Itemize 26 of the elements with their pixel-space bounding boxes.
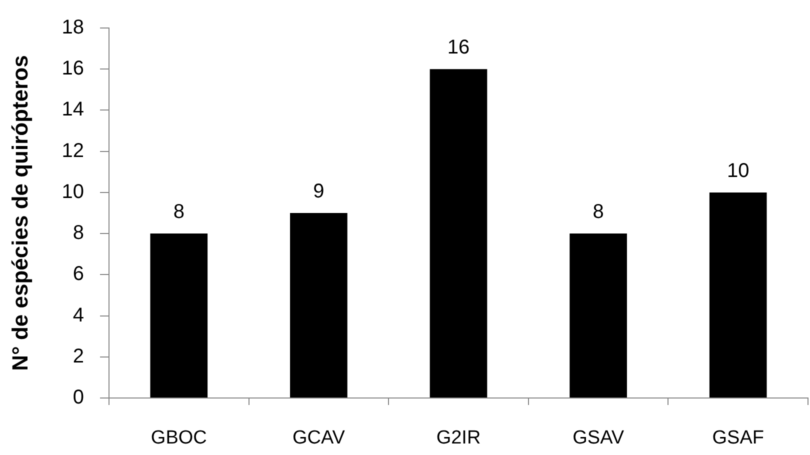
bar bbox=[430, 69, 488, 398]
data-label: 9 bbox=[313, 180, 324, 203]
bar bbox=[290, 213, 348, 398]
y-tick-label: 16 bbox=[62, 58, 84, 80]
bar bbox=[150, 234, 208, 398]
y-axis-title: N° de espécies de quirópteros bbox=[7, 55, 32, 371]
x-tick-label: GSAF bbox=[712, 428, 764, 449]
data-label: 8 bbox=[592, 201, 604, 224]
data-label: 16 bbox=[447, 36, 470, 59]
y-tick-label: 2 bbox=[72, 345, 84, 368]
x-tick-label: GSAV bbox=[572, 428, 624, 449]
y-tick-label: 8 bbox=[72, 222, 84, 244]
y-tick-label: 0 bbox=[72, 386, 84, 409]
y-tick-label: 10 bbox=[62, 180, 84, 203]
bar bbox=[570, 234, 627, 398]
y-tick-label: 12 bbox=[62, 140, 84, 162]
x-tick-label: GCAV bbox=[292, 428, 346, 449]
y-tick-label: 14 bbox=[62, 98, 84, 121]
x-tick-label: GBOC bbox=[150, 428, 207, 449]
data-label: 10 bbox=[726, 160, 750, 182]
data-label: 8 bbox=[173, 201, 184, 224]
y-tick-label: 18 bbox=[62, 16, 84, 39]
y-tick-label: 4 bbox=[72, 304, 84, 326]
bar bbox=[709, 192, 767, 398]
x-tick-label: G2IR bbox=[436, 428, 481, 449]
y-tick-label: 6 bbox=[72, 263, 84, 286]
